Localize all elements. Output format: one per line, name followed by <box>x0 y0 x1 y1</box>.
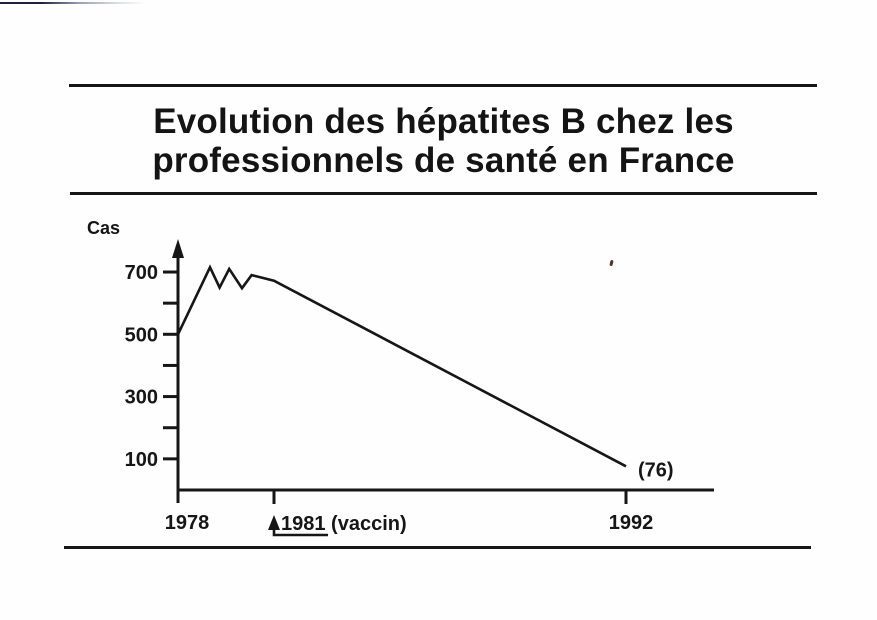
x-tick-label: 1992 <box>609 512 654 534</box>
title-rule-top <box>69 84 817 87</box>
slide-title-line2: professionnels de santé en France <box>152 141 735 180</box>
y-axis-title: Cas <box>87 218 121 238</box>
slide-title: Evolution des hépatites B chez les profe… <box>70 102 817 180</box>
x-tick-label: 1978 <box>165 512 210 534</box>
x-tick-label-vaccine: 1981 (vaccin) <box>281 513 407 535</box>
y-tick-label: 300 <box>125 387 158 409</box>
scan-artifact-top-edge <box>0 2 145 4</box>
endpoint-value-label: (76) <box>638 459 674 481</box>
data-line <box>176 264 627 468</box>
y-tick-label: 100 <box>125 449 158 471</box>
y-tick-label: 700 <box>125 262 158 284</box>
title-rule-bottom <box>70 192 817 195</box>
y-axis-arrowhead-icon <box>172 239 184 258</box>
bottom-rule <box>64 546 811 549</box>
slide-title-line1: Evolution des hépatites B chez les <box>153 102 734 141</box>
vaccine-arrow-head-icon <box>268 515 280 530</box>
vaccine-arrow-line <box>272 528 328 537</box>
y-tick-label: 500 <box>125 324 158 346</box>
